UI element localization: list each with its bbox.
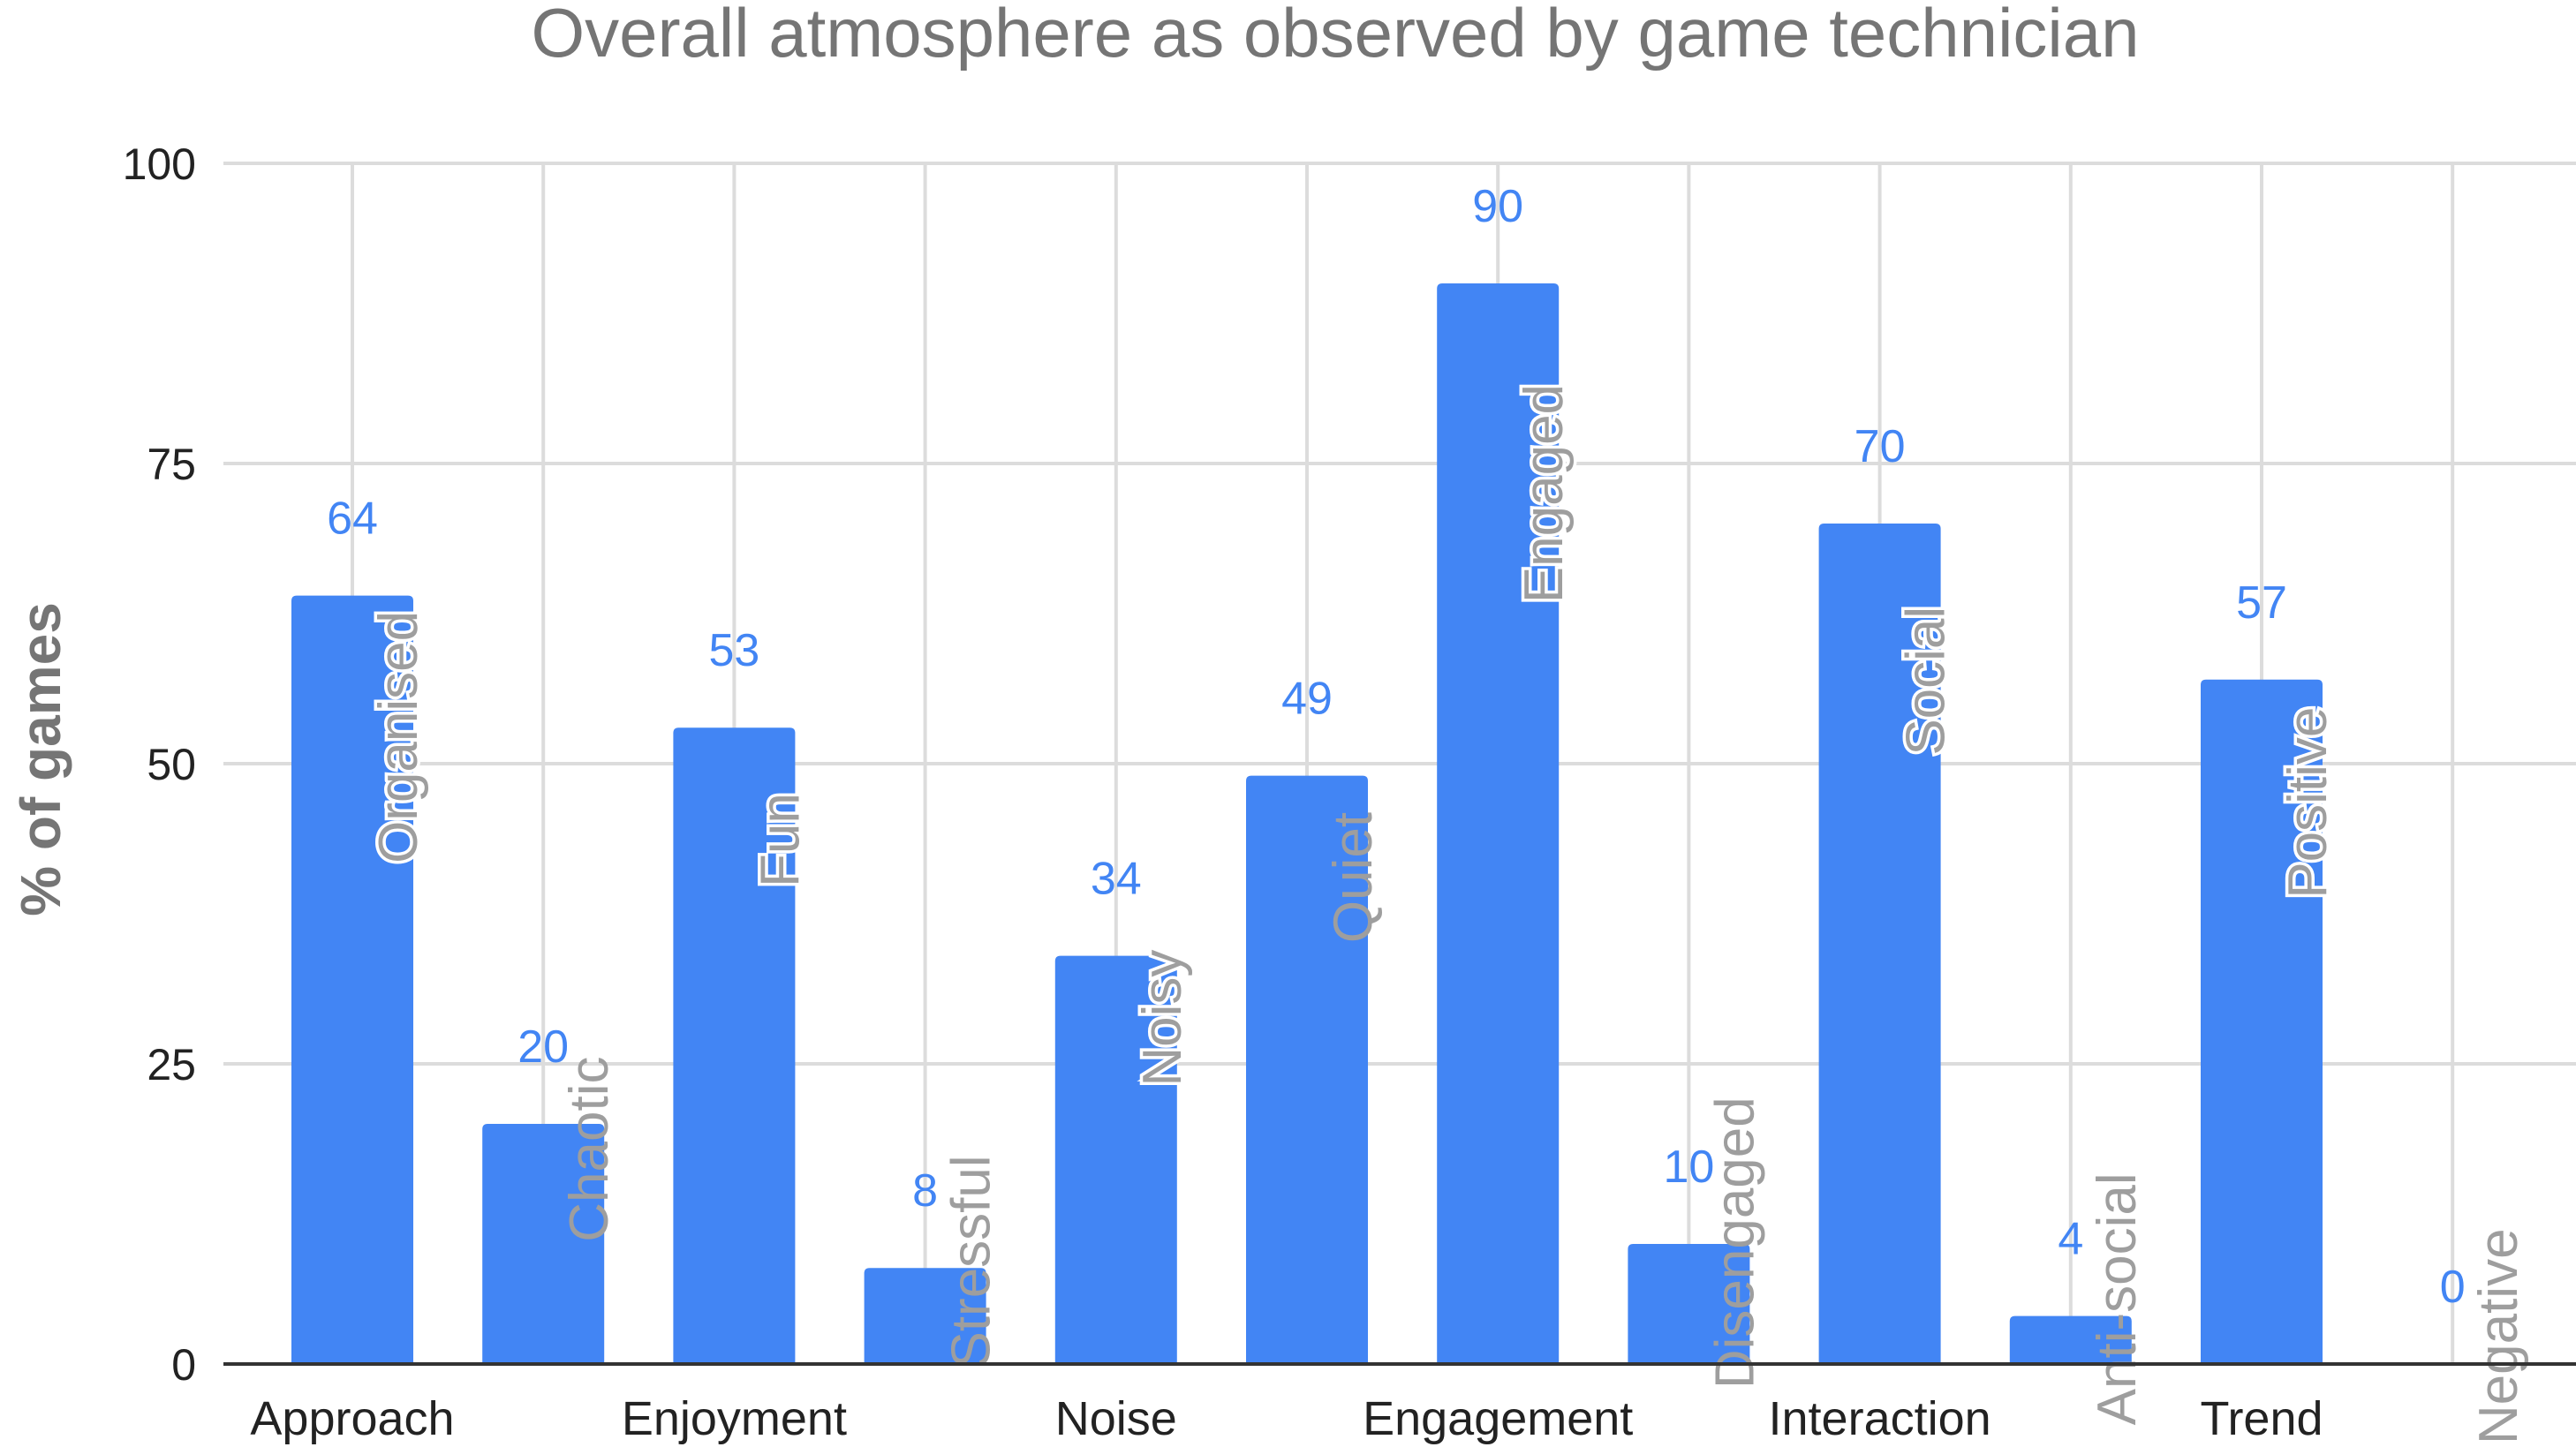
bar-chaotic: [482, 1124, 605, 1364]
category-label: Chaotic: [559, 1057, 620, 1242]
x-group-label: Engagement: [1363, 1392, 1633, 1445]
y-tick-label: 0: [171, 1340, 196, 1390]
x-group-label: Approach: [250, 1392, 454, 1445]
bar-quiet: [1246, 775, 1368, 1364]
category-label: Organised: [368, 611, 429, 863]
x-group-label: Noise: [1055, 1392, 1177, 1445]
bar-organised: [291, 595, 413, 1364]
category-label: Engaged: [1514, 384, 1575, 603]
y-axis-ticks: 0 25 50 75 100: [123, 139, 196, 1390]
category-labels: Organised Chaotic Fun Stressful Noisy Quiet En…: [366, 381, 2530, 1444]
x-group-label: Interaction: [1769, 1392, 1991, 1445]
x-group-label: Trend: [2200, 1392, 2323, 1445]
value-label: 70: [1855, 421, 1906, 472]
category-label: Quiet: [1323, 812, 1384, 943]
category-label: Social: [1896, 607, 1957, 756]
category-label: Disengaged: [1704, 1097, 1765, 1389]
category-label: Negative: [2468, 1228, 2529, 1444]
bar-noisy: [1054, 955, 1177, 1364]
bar-social: [1818, 524, 1941, 1364]
value-label: 34: [1091, 854, 1142, 905]
bar-engaged: [1437, 283, 1560, 1364]
y-axis-label: % of games: [9, 602, 72, 916]
bar-positive: [2201, 679, 2323, 1364]
y-tick-label: 100: [123, 139, 196, 189]
value-label: 4: [2058, 1214, 2083, 1265]
value-label: 0: [2440, 1262, 2466, 1313]
value-label: 53: [708, 625, 759, 676]
bar-anti-social: [2009, 1315, 2132, 1364]
category-label: Positive: [2278, 707, 2338, 899]
value-label: 10: [1663, 1142, 1714, 1193]
category-label: Anti-social: [2087, 1172, 2148, 1425]
bar-disengaged: [1628, 1244, 1750, 1364]
bar-fun: [673, 727, 796, 1364]
bar-stressful: [864, 1268, 986, 1364]
value-label: 8: [912, 1165, 938, 1217]
category-label: Fun: [750, 793, 811, 887]
x-axis-group-labels: Approach Enjoyment Noise Engagement Interact…: [250, 1392, 2323, 1445]
value-label: 49: [1281, 674, 1333, 725]
value-label: 90: [1472, 181, 1523, 232]
y-tick-label: 50: [147, 740, 196, 789]
bars: [291, 283, 2323, 1364]
value-label: 20: [517, 1021, 569, 1073]
category-label: Noisy: [1132, 950, 1193, 1087]
value-label: 57: [2236, 577, 2287, 629]
y-tick-label: 25: [147, 1040, 196, 1089]
y-tick-label: 75: [147, 440, 196, 489]
value-label: 64: [327, 494, 378, 545]
x-group-label: Enjoyment: [622, 1392, 847, 1445]
category-label: Stressful: [941, 1155, 1002, 1368]
value-labels: 64 20 53 8 34 49 90 10 70 4 57 0: [327, 181, 2466, 1313]
chart-title: Overall atmosphere as observed by game t…: [532, 0, 2140, 72]
